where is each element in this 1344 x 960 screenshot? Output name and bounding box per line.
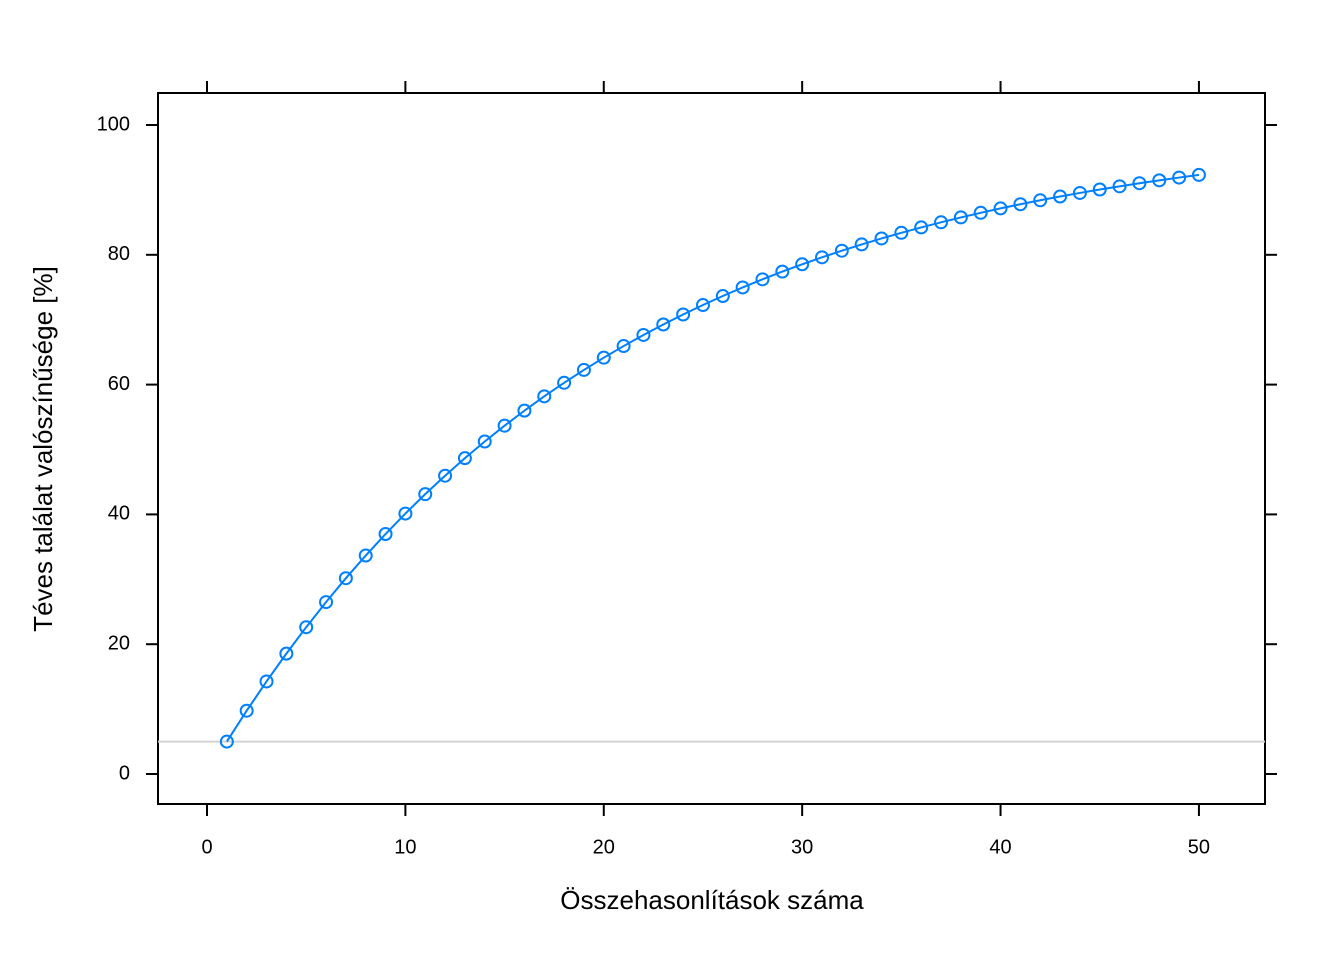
data-point (695, 298, 710, 313)
data-point (557, 375, 572, 390)
data-point (1092, 182, 1107, 197)
data-point (973, 205, 988, 220)
data-point (715, 289, 730, 304)
y-tick-label: 20 (108, 632, 130, 654)
data-point (1132, 176, 1147, 191)
data-point (735, 280, 750, 295)
data-point (219, 734, 234, 749)
data-point (457, 451, 472, 466)
data-point (1112, 179, 1127, 194)
data-point (1013, 197, 1028, 212)
data-point (755, 272, 770, 287)
x-tick-label: 10 (394, 836, 416, 858)
y-tick-label: 80 (108, 243, 130, 265)
x-axis-title: Összehasonlítások száma (560, 885, 864, 915)
data-point (953, 210, 968, 225)
data-point (676, 307, 691, 322)
y-tick-label: 100 (97, 113, 130, 135)
data-point (894, 225, 909, 240)
data-point (1152, 173, 1167, 188)
data-point (398, 506, 413, 521)
data-point (477, 434, 492, 449)
data-point (239, 703, 254, 718)
data-point (537, 389, 552, 404)
data-point (1033, 193, 1048, 208)
data-point (338, 571, 353, 586)
data-point (418, 487, 433, 502)
y-axis-title: Téves találat valószínűsége [%] (28, 266, 58, 632)
x-tick-label: 30 (791, 836, 813, 858)
data-point (378, 527, 393, 542)
data-point (576, 362, 591, 377)
data-point (279, 646, 294, 661)
data-point (775, 264, 790, 279)
x-tick-label: 0 (201, 836, 212, 858)
data-point (596, 350, 611, 365)
data-point (1072, 185, 1087, 200)
data-point (299, 620, 314, 635)
data-point (656, 317, 671, 332)
data-point (438, 468, 453, 483)
data-point (914, 220, 929, 235)
data-point (517, 403, 532, 418)
data-point (993, 201, 1008, 216)
x-tick-label: 20 (593, 836, 615, 858)
x-tick-label: 50 (1188, 836, 1210, 858)
plot-frame (157, 92, 1266, 805)
data-point (834, 243, 849, 258)
data-point (1053, 189, 1068, 204)
x-tick-label: 40 (989, 836, 1011, 858)
y-tick-label: 0 (119, 762, 130, 784)
data-point (616, 339, 631, 354)
data-point (795, 257, 810, 272)
data-point (934, 215, 949, 230)
data-point (874, 231, 889, 246)
data-point (1191, 167, 1206, 182)
data-point (497, 418, 512, 433)
data-point (636, 327, 651, 342)
y-tick-label: 40 (108, 503, 130, 525)
data-point (319, 595, 334, 610)
data-point (358, 548, 373, 563)
data-point (1172, 170, 1187, 185)
y-tick-label: 60 (108, 373, 130, 395)
series-line (225, 173, 1200, 743)
data-point (854, 237, 869, 252)
data-point (815, 250, 830, 265)
data-point (259, 674, 274, 689)
